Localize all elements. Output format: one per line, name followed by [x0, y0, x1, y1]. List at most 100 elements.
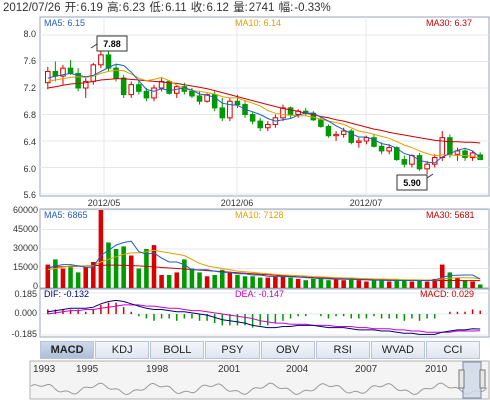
ytick: 45000: [13, 224, 38, 234]
volume-bar: [144, 249, 149, 288]
volume-bar: [113, 249, 119, 288]
candle-body: [151, 87, 157, 99]
tab-rsi[interactable]: RSI: [315, 341, 370, 359]
year-label: 1993: [33, 364, 56, 375]
high-value: 6.23: [122, 2, 146, 14]
candle-body: [469, 152, 476, 159]
candle-body: [325, 125, 332, 137]
candle-body: [340, 130, 347, 135]
candle-body: [249, 114, 256, 122]
candle-body: [234, 100, 241, 106]
candle-body: [318, 119, 324, 127]
macd-histogram: [47, 299, 481, 335]
dea-line: [47, 304, 481, 333]
tab-kdj[interactable]: KDJ: [95, 341, 150, 359]
volume-bar: [455, 277, 460, 288]
ytick: 0.000: [14, 308, 37, 318]
candle-body: [60, 67, 66, 77]
volume-bar: [356, 280, 362, 288]
volume-bar: [136, 268, 142, 288]
candle-body: [211, 94, 218, 109]
tab-cci[interactable]: CCI: [425, 341, 480, 359]
candle-body: [424, 163, 430, 170]
ytick: 15000: [13, 262, 38, 272]
candle-body: [227, 100, 233, 119]
candle-body: [128, 84, 135, 96]
candle-body: [386, 147, 392, 152]
quote-header: 2012/07/26 开:6.19 高:6.23 低:6.11 收:6.12 量…: [0, 0, 490, 16]
volume-bar: [235, 275, 240, 288]
navigator-handle-right[interactable]: [479, 369, 486, 389]
volume-bar: [477, 284, 483, 288]
ytick: 8.0: [23, 29, 36, 39]
volume-bar: [45, 264, 51, 288]
candle-body: [120, 77, 127, 96]
candle-body: [363, 137, 370, 142]
dea-label: DEA: -0.147: [235, 289, 284, 299]
volume-bar: [386, 281, 392, 288]
volume-bar: [174, 272, 180, 288]
candle-body: [333, 133, 339, 137]
volume-bar: [417, 280, 422, 288]
candle-body: [378, 145, 385, 152]
volume-bar: [295, 278, 301, 288]
tab-macd[interactable]: MACD: [40, 341, 95, 359]
navigator-frame: [29, 360, 490, 400]
volume-bar: [462, 280, 468, 288]
vol-ma30-label: MA30: 5681: [426, 210, 475, 220]
volume-bar: [311, 278, 316, 288]
tab-wvad[interactable]: WVAD: [370, 341, 425, 359]
candle-body: [219, 107, 226, 119]
volume-bar: [303, 280, 308, 288]
volume-bar: [68, 267, 73, 288]
close-value: 6.12: [206, 2, 229, 14]
high-marker-text: 7.88: [103, 39, 121, 49]
navigator-handle-left[interactable]: [458, 369, 465, 389]
volume-bars: [45, 210, 483, 288]
tab-boll[interactable]: BOLL: [150, 341, 205, 359]
volume-bar: [257, 277, 263, 288]
candle-body: [166, 80, 172, 94]
volume-bar: [159, 275, 164, 288]
ma10-line: [47, 69, 481, 159]
navigator-selection[interactable]: [462, 361, 482, 399]
volume-bar: [83, 267, 88, 288]
open-label: 开:: [64, 2, 80, 14]
high-label: 高:: [107, 2, 122, 14]
volume-bar: [242, 276, 248, 288]
candle-body: [454, 150, 461, 155]
candle-body: [287, 107, 294, 115]
candle-body: [204, 94, 210, 102]
navigator-sparkline: [30, 382, 488, 396]
ytick: 7.6: [23, 56, 36, 66]
ytick: 7.2: [23, 83, 36, 93]
navigator-line: [30, 382, 488, 396]
volume-bar: [250, 276, 255, 288]
tab-obv[interactable]: OBV: [260, 341, 315, 359]
volume-bar: [98, 210, 104, 288]
candle-body: [257, 120, 263, 129]
volume-bar: [288, 277, 293, 288]
volume-bar: [204, 276, 210, 288]
change-value: -0.33%: [294, 2, 331, 14]
quote-date: 2012/07/26: [3, 2, 61, 14]
price-xticks: 2012/05 2012/06 2012/07: [88, 198, 383, 208]
volume-bar: [91, 262, 96, 288]
candle-body: [196, 95, 203, 102]
tab-psy[interactable]: PSY: [205, 341, 260, 359]
low-value: 6.11: [165, 2, 187, 14]
volume-bar: [166, 275, 172, 288]
candle-body: [393, 147, 400, 161]
volume-bar: [227, 272, 233, 288]
volume-bar: [189, 268, 195, 288]
candle-body: [189, 90, 195, 97]
volume-bar: [182, 259, 187, 288]
ytick: 0.185: [14, 289, 37, 299]
low-label: 低:: [149, 2, 165, 14]
volume-bar: [128, 255, 134, 288]
volume-bar: [348, 277, 354, 288]
candle-body: [401, 159, 408, 165]
candle-body: [265, 123, 271, 129]
